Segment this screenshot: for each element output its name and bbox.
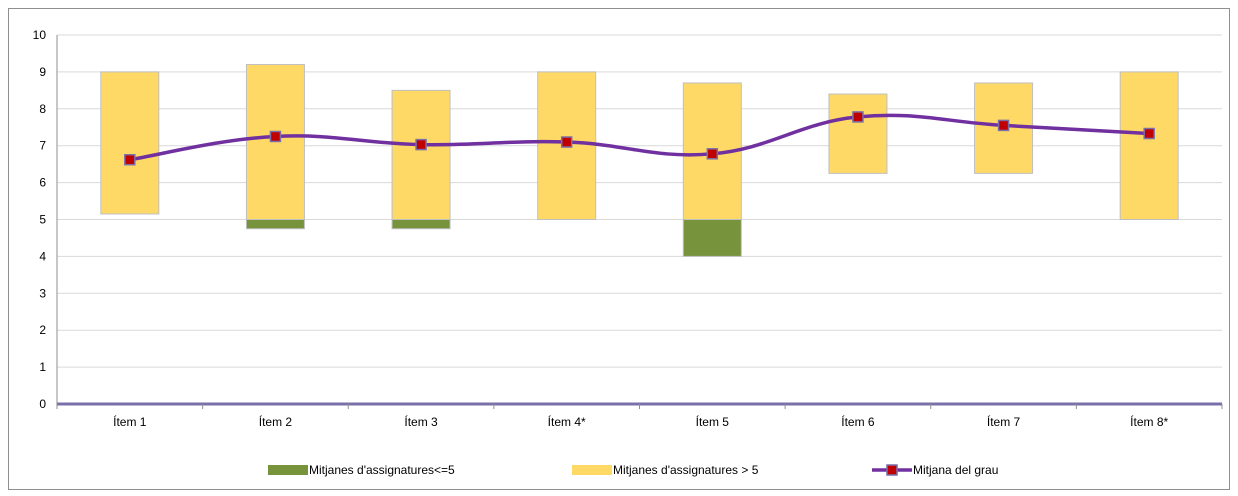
y-tick-label: 1 <box>39 360 46 374</box>
legend-swatch <box>572 465 612 475</box>
line-marker <box>1143 127 1155 140</box>
line-marker <box>706 148 719 160</box>
x-tick-label: Ítem 5 <box>696 414 730 429</box>
y-tick-label: 5 <box>39 213 46 227</box>
bar <box>100 71 160 215</box>
legend-label: Mitjana del grau <box>913 463 998 477</box>
x-tick-label: Ítem 2 <box>259 414 293 429</box>
x-tick-label: Ítem 4* <box>548 414 586 429</box>
x-tick-label: Ítem 8* <box>1130 414 1168 429</box>
line-marker <box>560 136 573 148</box>
bar <box>1119 71 1179 221</box>
y-tick-label: 9 <box>39 65 46 79</box>
line-marker <box>852 111 864 123</box>
bar <box>537 71 597 221</box>
line-marker <box>415 138 427 151</box>
x-tick-label: Ítem 6 <box>841 414 875 429</box>
bar <box>391 219 451 230</box>
legend-label: Mitjanes d'assignatures<=5 <box>309 463 455 477</box>
y-tick-label: 2 <box>39 323 46 337</box>
x-tick-label: Ítem 1 <box>113 414 147 429</box>
x-tick-label: Ítem 7 <box>987 414 1021 429</box>
bar <box>245 219 305 230</box>
legend-swatch <box>268 465 308 475</box>
x-tick-label: Ítem 3 <box>404 414 438 429</box>
y-tick-label: 3 <box>39 286 46 300</box>
legend-label: Mitjanes d'assignatures > 5 <box>613 463 759 477</box>
line-marker <box>269 130 282 143</box>
line-marker <box>124 153 136 166</box>
y-tick-label: 6 <box>39 176 46 190</box>
bar <box>828 93 888 174</box>
legend-swatch-marker <box>886 464 898 476</box>
series-line <box>128 113 1151 162</box>
bar <box>682 219 742 257</box>
y-tick-label: 0 <box>39 397 46 411</box>
y-tick-label: 7 <box>39 139 46 153</box>
y-tick-label: 4 <box>39 249 46 263</box>
y-tick-label: 8 <box>39 102 46 116</box>
bar <box>391 89 451 220</box>
y-tick-label: 10 <box>33 28 47 42</box>
line-marker <box>997 119 1010 132</box>
